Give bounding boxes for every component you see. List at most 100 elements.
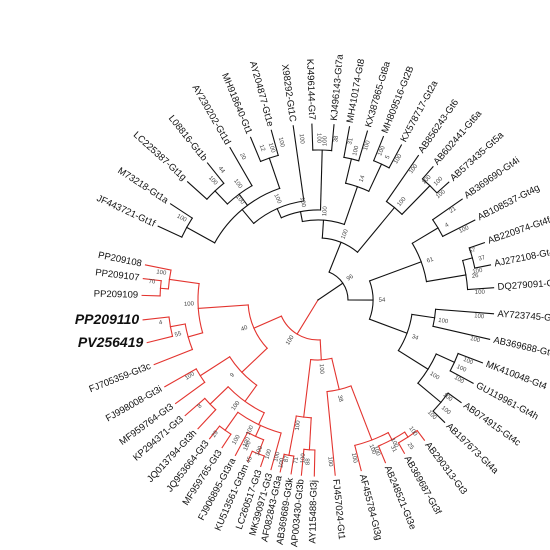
branch-segment (435, 308, 495, 315)
bootstrap-value: 100 (295, 419, 302, 430)
branch-segment (229, 146, 253, 187)
branch-segment (447, 392, 462, 404)
bootstrap-value: 100 (469, 336, 481, 345)
bootstrap-value: 100 (407, 426, 418, 438)
branch-segment (142, 316, 170, 321)
bootstrap-value: 100 (389, 437, 399, 449)
branch-segment (319, 149, 323, 211)
leaf-label: MH410174-Gt8 (345, 58, 367, 124)
bootstrap-value: 100 (242, 436, 252, 448)
branch-segment (368, 163, 383, 193)
bootstrap-value: 100 (442, 392, 454, 403)
bootstrap-value: 100 (234, 194, 245, 206)
bootstrap-value: 100 (352, 145, 360, 157)
leaf-label: AJ272108-Gt4d (493, 245, 550, 269)
branch-segment (397, 349, 429, 370)
branch-segment (141, 294, 161, 297)
bootstrap-value: 100 (475, 290, 486, 296)
bootstrap-value: 100 (231, 400, 242, 412)
branch-segment (432, 410, 446, 424)
branch-segment (343, 185, 359, 226)
branch-arc (218, 425, 232, 435)
branch-segment (474, 264, 492, 269)
branch-segment (385, 154, 420, 203)
bootstrap-value: 12 (258, 144, 266, 153)
branch-segment (425, 274, 467, 283)
bootstrap-value: 71 (293, 456, 300, 464)
bootstrap-value: 100 (272, 193, 282, 205)
branch-arc (213, 187, 281, 244)
branch-arc (303, 448, 316, 451)
branch-segment (244, 384, 258, 403)
branch-segment (344, 158, 353, 184)
bootstrap-value: 100 (462, 357, 474, 367)
leaf-label: PP209107 (95, 267, 140, 283)
branch-segment (249, 136, 262, 163)
branch-segment (431, 198, 463, 221)
bootstrap-value: 38 (333, 135, 340, 143)
branch-segment (403, 431, 409, 438)
branch-segment (257, 439, 265, 455)
branch-segment (290, 455, 295, 475)
branch-arc (372, 159, 390, 169)
branch-segment (411, 313, 436, 319)
bootstrap-value: 87 (284, 455, 291, 463)
branch-segment (270, 432, 282, 471)
branch-segment (260, 455, 265, 468)
bootstrap-value: 100 (277, 137, 285, 149)
branch-segment (276, 207, 283, 219)
bootstrap-value: 38 (336, 395, 344, 404)
bootstrap-value: 100 (433, 176, 445, 188)
branch-segment (350, 385, 373, 441)
branch-segment (184, 397, 206, 417)
bootstrap-value: 100 (393, 153, 404, 165)
leaf-label: PP209110 (75, 311, 140, 327)
branch-segment (328, 241, 342, 273)
branch-segment (268, 157, 281, 190)
branch-segment (368, 261, 422, 282)
branch-segment (270, 129, 279, 157)
bootstrap-value: 100 (397, 196, 408, 208)
bootstrap-value: 100 (207, 175, 219, 187)
bootstrap-value: 100 (176, 213, 188, 223)
leaf-label: L08816-Gt1b (166, 113, 209, 163)
branch-segment (142, 277, 162, 282)
branch-segment (224, 411, 239, 432)
bootstrap-value: 37 (478, 255, 487, 263)
branch-arc (227, 386, 265, 414)
branch-segment (308, 417, 312, 451)
leaf-label: KJ496143-Gt7a (329, 53, 346, 121)
branch-segment (421, 166, 434, 180)
branch-segment (372, 135, 385, 162)
bootstrap-value: 100 (435, 189, 447, 200)
leaf-label: AY115488-Gt3j (307, 480, 319, 544)
bootstrap-value: 9 (229, 372, 236, 379)
branch-segment (288, 415, 297, 456)
branch-segment (174, 381, 206, 405)
branch-segment (326, 390, 336, 476)
bootstrap-value: 54 (379, 298, 386, 304)
branch-segment (146, 335, 174, 344)
branch-arc (228, 356, 258, 386)
branch-segment (253, 315, 283, 329)
leaf-label: AY723745-Gt4e (497, 309, 550, 325)
bootstrap-value: 21 (449, 206, 458, 215)
leaf-label: AB369688-Gt4 (492, 335, 550, 360)
leaf-label: JF443721-Gt1f (95, 193, 157, 230)
bootstrap-value: 26 (471, 273, 479, 280)
branch-segment (144, 264, 172, 271)
leaf-label: KJ496144-Gt7 (304, 59, 317, 121)
bootstrap-value: 100 (300, 453, 307, 464)
bootstrap-value: 100 (267, 142, 276, 154)
branch-segment (197, 304, 249, 309)
bootstrap-value: 100 (315, 133, 321, 144)
bootstrap-value: 44 (217, 166, 226, 175)
branch-segment (387, 431, 393, 441)
branch-arc (312, 149, 333, 152)
branch-segment (234, 431, 249, 457)
leaf-label: PP209108 (97, 250, 143, 270)
branch-segment (238, 193, 249, 207)
bootstrap-value: 20 (238, 152, 247, 161)
bootstrap-value: 4 (444, 222, 451, 229)
